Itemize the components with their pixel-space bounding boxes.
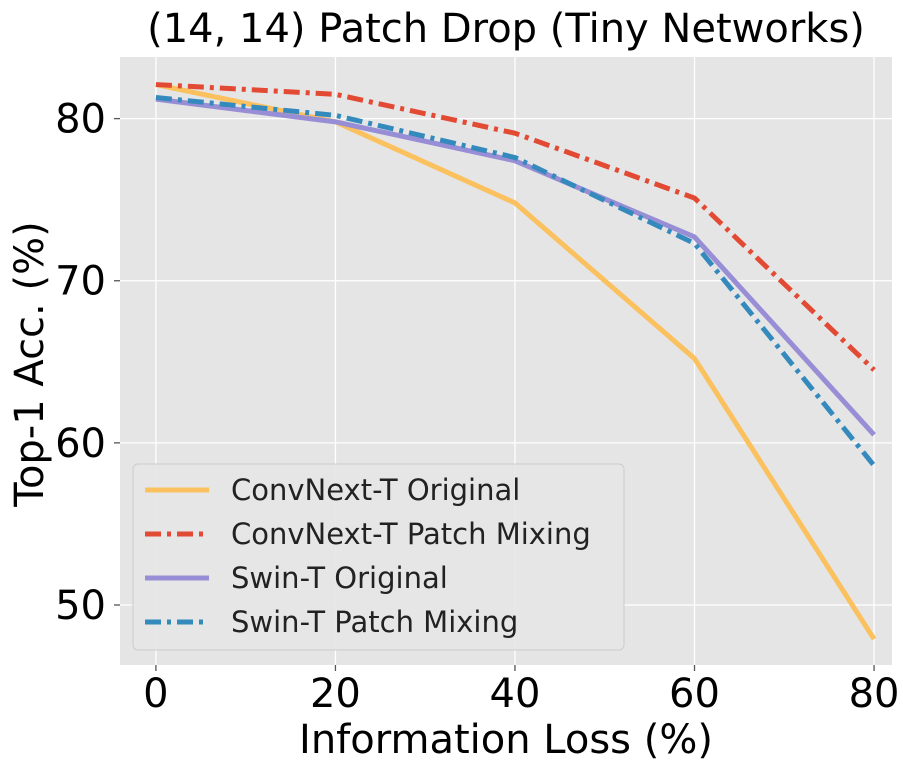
- legend-label: ConvNext-T Original: [231, 473, 520, 507]
- x-tick-label: 60: [669, 671, 720, 717]
- legend-box: [132, 463, 625, 651]
- y-tick-label: 60: [55, 421, 106, 467]
- legend: ConvNext-T Original ConvNext-T Patch Mixi…: [132, 463, 625, 651]
- legend-label: Swin-T Patch Mixing: [231, 605, 518, 639]
- chart-title: (14, 14) Patch Drop (Tiny Networks): [147, 6, 865, 52]
- series-lines: [155, 82, 877, 641]
- x-tick-label: 0: [143, 671, 168, 717]
- x-axis-label: Information Loss (%): [299, 717, 713, 763]
- legend-label: Swin-T Original: [231, 561, 448, 595]
- x-tick-label: 80: [849, 671, 900, 717]
- series-line-3: [155, 96, 876, 437]
- y-tick-label: 70: [55, 259, 106, 305]
- x-tick-label: 20: [310, 671, 361, 717]
- series-line-4: [155, 95, 876, 468]
- series-line-2: [155, 82, 876, 372]
- legend-label: ConvNext-T Patch Mixing: [231, 517, 591, 551]
- y-axis-label: Top-1 Acc. (%): [7, 221, 53, 507]
- x-tick-label: 40: [490, 671, 541, 717]
- y-axis-ticks: 50 60 70 80: [55, 97, 120, 629]
- y-tick-label: 80: [55, 97, 106, 143]
- x-axis-ticks: 0 20 40 60 80: [143, 665, 899, 717]
- y-tick-label: 50: [55, 583, 106, 629]
